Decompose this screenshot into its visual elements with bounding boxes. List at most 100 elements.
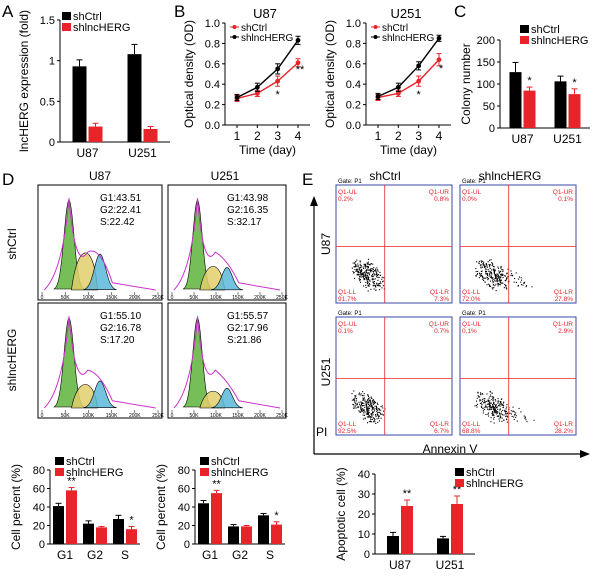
event-dot [479, 274, 481, 276]
quad-lr-value: 27.8% [555, 296, 574, 303]
event-dot [494, 408, 496, 410]
chart-c: 0 50 100 150 200 U87 U251 * * Colony number shCtrl… [459, 24, 590, 146]
legend-label-shctrl: shCtrl [531, 24, 560, 36]
event-dot [510, 270, 512, 272]
hist-x-tick-label: 100K [83, 295, 95, 301]
event-dot [504, 275, 506, 277]
y-tick-label: 20 [178, 521, 190, 533]
fit-envelope [173, 198, 281, 291]
cell-cycle-grid: U87 U251 shCtrl shlncHERG 0 50K 100K 150K 20… [5, 169, 288, 419]
legend-marker [373, 35, 378, 39]
event-dot [494, 269, 496, 271]
event-dot [378, 415, 380, 417]
event-dot [368, 401, 370, 403]
event-dot [500, 276, 502, 278]
gate-label: Gate: P1 [338, 311, 362, 317]
event-dot [364, 406, 366, 408]
event-dot [506, 406, 508, 408]
event-dot [355, 407, 357, 409]
event-dot [377, 285, 379, 287]
event-dot [365, 405, 367, 407]
event-dot [489, 280, 491, 282]
quad-ur-label: Q1-UR [429, 189, 450, 196]
event-dot [352, 403, 354, 405]
event-dot [372, 408, 374, 410]
event-dot [507, 412, 509, 414]
cell-cycle-stat: S:21.86 [227, 335, 262, 346]
event-dot [353, 266, 355, 268]
event-dot [374, 405, 376, 407]
event-dot [357, 272, 359, 274]
event-dot [499, 405, 501, 407]
event-dot [501, 420, 503, 422]
event-dot [484, 277, 486, 279]
event-dot [497, 402, 499, 404]
ap-row-u251: U251 [319, 357, 333, 386]
event-dot [354, 277, 356, 279]
event-dot [359, 272, 361, 274]
event-dot [367, 407, 369, 409]
event-dot [378, 408, 380, 410]
event-dot [499, 401, 501, 403]
event-dot [361, 394, 363, 396]
y-tick-label: 20 [358, 509, 370, 521]
event-dot [376, 272, 378, 274]
hist-x-tick-label: 250K [152, 413, 164, 419]
event-dot [502, 402, 504, 404]
event-dot [373, 285, 375, 287]
panel-label-a: A [2, 2, 14, 21]
hist-x-tick-label: 0 [41, 295, 44, 301]
hist-x-tick-label: 150K [232, 413, 244, 419]
event-dot [374, 273, 376, 275]
event-dot [514, 278, 516, 280]
quad-ll-label: Q1-LL [462, 421, 480, 428]
event-dot [488, 406, 490, 408]
y-tick-label: 10 [358, 529, 370, 541]
event-dot [366, 262, 368, 264]
event-dot [490, 259, 492, 261]
event-dot [479, 402, 481, 404]
event-dot [367, 272, 369, 274]
event-dot [489, 285, 491, 287]
event-dot [367, 281, 369, 283]
event-dot [365, 284, 367, 286]
event-dot [353, 272, 355, 274]
event-dot [493, 409, 495, 411]
event-dot [489, 406, 491, 408]
event-dot [504, 409, 506, 411]
cell-cycle-stat: G1:43.51 [100, 193, 142, 204]
quad-ur-value: 2.9% [558, 328, 573, 335]
event-dot [364, 417, 366, 419]
event-dot [515, 281, 517, 283]
event-dot [359, 276, 361, 278]
event-dot [359, 405, 361, 407]
event-dot [354, 397, 356, 399]
event-dot [488, 408, 490, 410]
cc-col-u87: U87 [89, 169, 111, 183]
significance-mark: * [572, 77, 577, 89]
y-tick-label: 40 [178, 502, 190, 514]
event-dot [492, 405, 494, 407]
event-dot [381, 405, 383, 407]
event-dot [363, 274, 365, 276]
event-dot [377, 283, 379, 285]
event-dot [481, 275, 483, 277]
event-dot [362, 277, 364, 279]
event-dot [362, 397, 364, 399]
event-dot [476, 274, 478, 276]
event-dot [481, 402, 483, 404]
y-tick-label: 20 [33, 521, 45, 533]
event-dot [380, 413, 382, 415]
event-dot [351, 267, 353, 269]
event-dot [360, 410, 362, 412]
series-line-shctrl [236, 62, 299, 100]
event-dot [354, 407, 356, 409]
series-line-shlncherg [377, 37, 440, 98]
event-dot [371, 416, 373, 418]
event-dot [368, 412, 370, 414]
event-dot [360, 407, 362, 409]
event-dot [499, 414, 501, 416]
event-dot [361, 410, 363, 412]
event-dot [377, 414, 379, 416]
event-dot [487, 261, 489, 263]
